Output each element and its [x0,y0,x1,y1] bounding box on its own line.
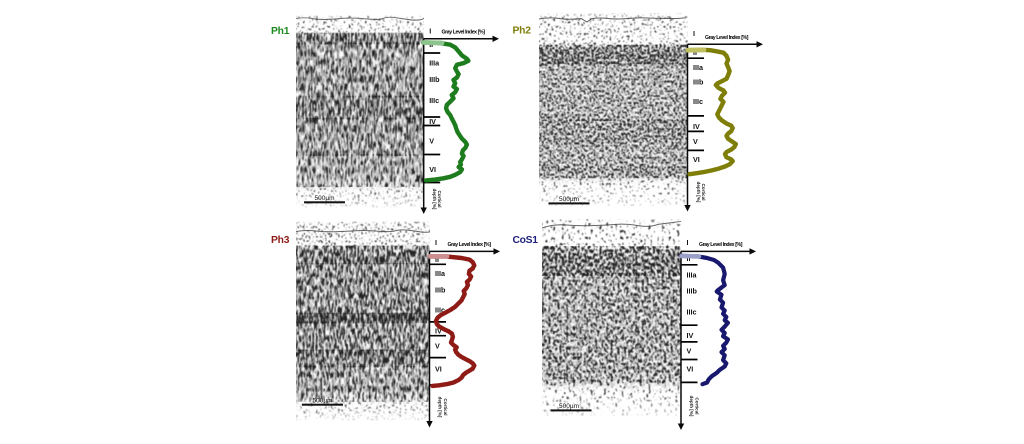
svg-text:depth [%]: depth [%] [689,396,694,417]
svg-text:V: V [693,137,698,146]
svg-text:I: I [429,27,431,36]
svg-text:Ph2: Ph2 [513,26,532,37]
svg-text:500µm: 500µm [559,403,579,410]
svg-text:V: V [429,137,434,146]
svg-text:depth [%]: depth [%] [696,182,701,203]
svg-text:IIIc: IIIc [687,308,697,317]
svg-text:500µm: 500µm [314,195,334,202]
svg-text:Gray Level Index [%]: Gray Level Index [%] [699,242,743,248]
svg-text:VI: VI [693,155,700,164]
svg-text:CoS1: CoS1 [513,235,539,246]
svg-text:IIIb: IIIb [687,287,698,296]
svg-text:VI: VI [435,365,442,374]
svg-text:depth [%]: depth [%] [432,189,437,210]
svg-text:VI: VI [687,364,694,373]
svg-text:IIIc: IIIc [429,96,439,105]
svg-text:I: I [687,238,689,247]
svg-text:500µm: 500µm [559,196,579,203]
svg-text:Gray Level Index [%]: Gray Level Index [%] [448,242,492,248]
svg-text:IV: IV [693,122,700,131]
svg-text:VI: VI [429,165,436,174]
svg-text:V: V [687,347,692,356]
svg-text:IIIa: IIIa [435,269,446,278]
svg-text:Gray Level Index [%]: Gray Level Index [%] [705,35,749,41]
svg-text:IIIb: IIIb [429,75,440,84]
svg-text:V: V [435,342,440,351]
svg-text:I: I [435,238,437,247]
svg-text:depth [%]: depth [%] [438,397,443,418]
svg-text:IIIa: IIIa [687,270,698,279]
svg-text:IIIb: IIIb [693,78,704,87]
svg-text:500µm: 500µm [312,398,332,405]
svg-text:Ph3: Ph3 [271,235,290,246]
svg-text:I: I [693,29,695,38]
svg-text:Gray Level Index [%]: Gray Level Index [%] [442,30,486,36]
svg-text:IV: IV [687,331,694,340]
svg-text:Ph1: Ph1 [271,26,290,37]
svg-text:IV: IV [429,117,436,126]
svg-text:IIIc: IIIc [693,97,703,106]
svg-text:IIIb: IIIb [435,286,446,295]
svg-text:IIIa: IIIa [693,63,704,72]
svg-text:IIIa: IIIa [429,59,440,68]
